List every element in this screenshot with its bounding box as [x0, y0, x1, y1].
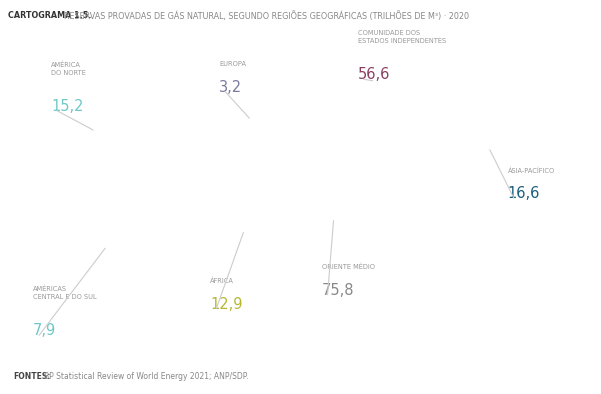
Text: 3,2: 3,2	[219, 80, 242, 95]
Text: EUROPA: EUROPA	[219, 61, 246, 67]
Text: CARTOGRAMA 1.5.: CARTOGRAMA 1.5.	[8, 11, 91, 20]
Text: 16,6: 16,6	[508, 186, 540, 201]
Text: FONTES:: FONTES:	[13, 372, 50, 381]
Text: 75,8: 75,8	[322, 283, 354, 298]
Text: 12,9: 12,9	[210, 297, 243, 312]
Text: COMUNIDADE DOS
ESTADOS INDEPENDENTES: COMUNIDADE DOS ESTADOS INDEPENDENTES	[358, 30, 446, 44]
Text: ÁSIA-PACÍFICO: ÁSIA-PACÍFICO	[508, 167, 555, 174]
Text: AMÉRICAS
CENTRAL E DO SUL: AMÉRICAS CENTRAL E DO SUL	[33, 286, 97, 300]
Text: ÁFRICA: ÁFRICA	[210, 278, 234, 284]
Text: ORIENTE MÉDIO: ORIENTE MÉDIO	[322, 264, 374, 270]
Text: 15,2: 15,2	[51, 99, 84, 114]
Text: AMÉRICA
DO NORTE: AMÉRICA DO NORTE	[51, 61, 86, 76]
Text: RESERVAS PROVADAS DE GÁS NATURAL, SEGUNDO REGIÕES GEOGRÁFICAS (TRILHÕES DE M³) ·: RESERVAS PROVADAS DE GÁS NATURAL, SEGUND…	[64, 11, 469, 20]
Text: BP Statistical Review of World Energy 2021; ANP/SDP.: BP Statistical Review of World Energy 20…	[44, 372, 249, 381]
Text: 7,9: 7,9	[33, 323, 56, 338]
Text: 56,6: 56,6	[358, 67, 390, 82]
